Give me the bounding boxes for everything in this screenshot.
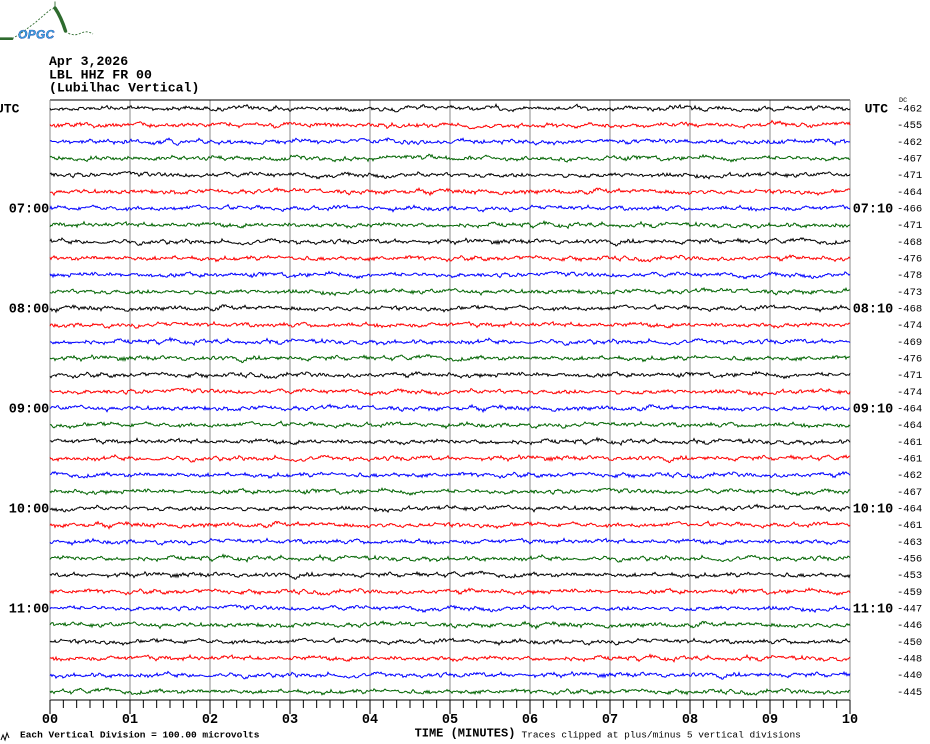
svg-text:-478: -478 <box>897 270 922 282</box>
svg-text:UTC: UTC <box>0 102 20 117</box>
svg-text:-463: -463 <box>897 537 922 549</box>
svg-text:07: 07 <box>602 713 618 728</box>
svg-text:10:10: 10:10 <box>853 503 894 518</box>
svg-text:10: 10 <box>842 713 858 728</box>
svg-text:-464: -464 <box>897 187 922 199</box>
svg-text:(Lubilhac Vertical): (Lubilhac Vertical) <box>49 81 199 96</box>
svg-text:-474: -474 <box>897 320 922 332</box>
svg-text:UTC: UTC <box>865 102 889 117</box>
svg-text:-440: -440 <box>897 670 922 682</box>
svg-text:-468: -468 <box>897 304 922 316</box>
svg-text:-467: -467 <box>897 487 922 499</box>
svg-text:TIME (MINUTES): TIME (MINUTES) <box>415 727 516 741</box>
svg-text:-445: -445 <box>897 687 922 699</box>
svg-text:09:00: 09:00 <box>9 403 50 418</box>
svg-text:10:00: 10:00 <box>9 503 50 518</box>
svg-text:-462: -462 <box>897 470 922 482</box>
svg-text:-471: -471 <box>897 220 922 232</box>
svg-text:-462: -462 <box>897 137 922 149</box>
svg-text:-459: -459 <box>897 587 922 599</box>
svg-text:-473: -473 <box>897 287 922 299</box>
svg-text:-453: -453 <box>897 570 922 582</box>
svg-text:06: 06 <box>522 713 538 728</box>
svg-text:-464: -464 <box>897 404 922 416</box>
svg-text:11:00: 11:00 <box>9 603 50 618</box>
svg-text:02: 02 <box>202 713 218 728</box>
svg-text:-468: -468 <box>897 237 922 249</box>
svg-text:-464: -464 <box>897 420 922 432</box>
svg-text:-469: -469 <box>897 337 922 349</box>
svg-text:-455: -455 <box>897 120 922 132</box>
svg-text:09:10: 09:10 <box>853 403 894 418</box>
svg-text:-462: -462 <box>897 104 922 116</box>
svg-text:-467: -467 <box>897 154 922 166</box>
svg-text:11:10: 11:10 <box>853 603 894 618</box>
svg-text:-448: -448 <box>897 654 922 666</box>
svg-text:-466: -466 <box>897 204 922 216</box>
svg-text:04: 04 <box>362 713 378 728</box>
svg-text:07:00: 07:00 <box>9 203 50 218</box>
svg-text:-461: -461 <box>897 520 922 532</box>
svg-text:01: 01 <box>122 713 138 728</box>
svg-text:-450: -450 <box>897 637 922 649</box>
svg-text:00: 00 <box>42 713 58 728</box>
svg-text:-464: -464 <box>897 504 922 516</box>
svg-text:08: 08 <box>682 713 698 728</box>
svg-text:-476: -476 <box>897 354 922 366</box>
svg-text:Each Vertical Division = 100.: Each Vertical Division = 100.00 microvol… <box>20 730 260 741</box>
svg-text:Traces clipped at plus/minus 5: Traces clipped at plus/minus 5 vertical … <box>522 730 801 741</box>
svg-text:07:10: 07:10 <box>853 203 894 218</box>
svg-text:-456: -456 <box>897 554 922 566</box>
svg-text:-471: -471 <box>897 170 922 182</box>
svg-text:-476: -476 <box>897 254 922 266</box>
svg-text:-446: -446 <box>897 620 922 632</box>
svg-text:-461: -461 <box>897 437 922 449</box>
svg-text:03: 03 <box>282 713 298 728</box>
svg-text:08:00: 08:00 <box>9 303 50 318</box>
svg-text:OPGC: OPGC <box>18 28 55 42</box>
svg-text:-471: -471 <box>897 370 922 382</box>
svg-text:-447: -447 <box>897 604 922 616</box>
svg-text:08:10: 08:10 <box>853 303 894 318</box>
svg-text:DC: DC <box>899 97 907 105</box>
svg-text:-461: -461 <box>897 454 922 466</box>
svg-text:-474: -474 <box>897 387 922 399</box>
svg-text:09: 09 <box>762 713 778 728</box>
